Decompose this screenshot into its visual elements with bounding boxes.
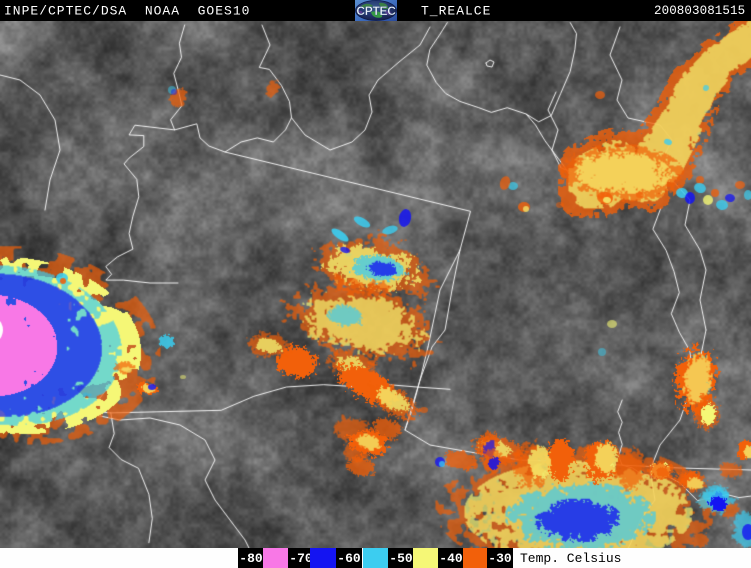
svg-text:CPTEC: CPTEC (356, 4, 396, 18)
